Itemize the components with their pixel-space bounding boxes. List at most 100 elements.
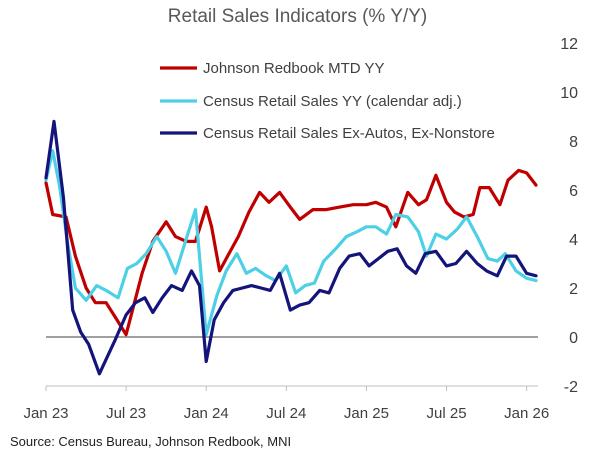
series-1-point [352,203,354,206]
series-2-point [334,248,337,250]
series-3-point [144,297,146,299]
series-3-point [222,301,225,304]
series-3-point [269,289,272,292]
series-2-point [85,299,87,302]
series-2-point [45,179,47,181]
series-3-point [485,270,488,272]
series-1-point [298,218,301,221]
y-tick-label: 10 [560,85,578,102]
legend: Johnson Redbook MTD YY Census Retail Sale… [160,60,495,142]
series-2-point [58,184,61,186]
series-3-point [359,252,361,255]
series-3-point [387,250,389,253]
series-layer [44,119,538,376]
series-3-point [377,257,380,260]
legend-label-2: Census Retail Sales YY (calendar adj.) [203,93,462,110]
series-3-point [318,289,321,292]
series-3-point [445,265,448,267]
series-2-point [285,265,288,267]
series-3-point [328,292,330,294]
series-2-point [356,230,358,233]
x-tick-label: Jan 26 [504,405,549,422]
series-1-point [94,301,97,304]
series-3-point [505,255,508,257]
series-1-point [499,203,501,206]
y-tick-label: 0 [569,330,578,347]
x-tick-label: Jan 24 [184,405,229,422]
chart-title: Retail Sales Indicators (% Y/Y) [167,6,428,27]
series-3-point [396,248,398,250]
series-2-point [156,235,158,238]
series-2-point [95,284,98,287]
series-2-point [313,282,316,284]
series-3-point [250,284,253,287]
series-1-point [479,186,481,189]
series-1-point [325,208,328,211]
series-3-point [415,272,417,275]
series-3-point [368,265,370,267]
legend-label-1: Johnson Redbook MTD YY [203,60,385,77]
series-2-point [225,270,227,272]
series-3-point [98,373,101,375]
series-3-point [465,250,468,253]
series-1-point [248,211,250,213]
series-1-point [385,206,388,208]
series-1-point [45,181,47,184]
legend-label-3: Census Retail Sales Ex-Autos, Ex-Nonstor… [203,125,495,142]
series-1-point [258,191,261,194]
series-1-point [226,255,229,257]
series-2-point [216,294,218,297]
series-1-point [237,235,240,238]
series-2-point [322,260,325,262]
series-2-point [345,235,348,238]
y-tick-label: -2 [564,379,578,396]
series-2-point [535,279,537,282]
series-1-point [210,226,213,228]
series-2-point [165,250,167,253]
series-1-point [165,221,167,223]
series-1-point [125,333,127,336]
series-3-point [181,289,183,292]
series-3-point [338,267,341,270]
series-2-point [456,228,459,230]
series-2-point [385,233,388,235]
y-tick-label: 6 [569,183,578,200]
series-1-point [445,201,448,204]
series-1-point [105,301,107,304]
series-2-point [375,226,377,228]
series-3-point [525,272,528,275]
series-3-point [535,275,537,277]
series-2-point [407,216,409,218]
series-1-point [507,179,509,181]
series-2-point [304,284,306,287]
series-3-point [348,255,350,257]
series-1-point [141,272,143,275]
series-1-point [268,201,270,204]
series-3-point [125,314,127,316]
series-2-point [395,213,397,216]
series-1-point [365,203,368,206]
series-2-point [105,289,107,292]
series-1-point [407,191,409,194]
series-3-point [455,262,457,265]
series-2-point [74,287,77,289]
series-2-point [445,238,448,240]
series-1-point [453,211,456,213]
series-1-point [375,201,377,204]
x-tick-label: Jul 23 [106,405,146,422]
series-1-point [74,255,77,257]
series-2-point [254,267,257,270]
series-2-point [525,277,528,280]
x-tick-label: Jan 25 [344,405,389,422]
series-3-point [232,289,234,292]
series-line-3 [44,119,538,376]
series-3-point [170,284,173,287]
series-2-point [465,216,468,218]
series-2-point [365,226,368,228]
series-2-point [51,150,54,152]
series-3-point [190,270,193,272]
series-2-point [194,208,197,211]
series-3-point [213,319,215,321]
series-3-point [87,343,90,346]
